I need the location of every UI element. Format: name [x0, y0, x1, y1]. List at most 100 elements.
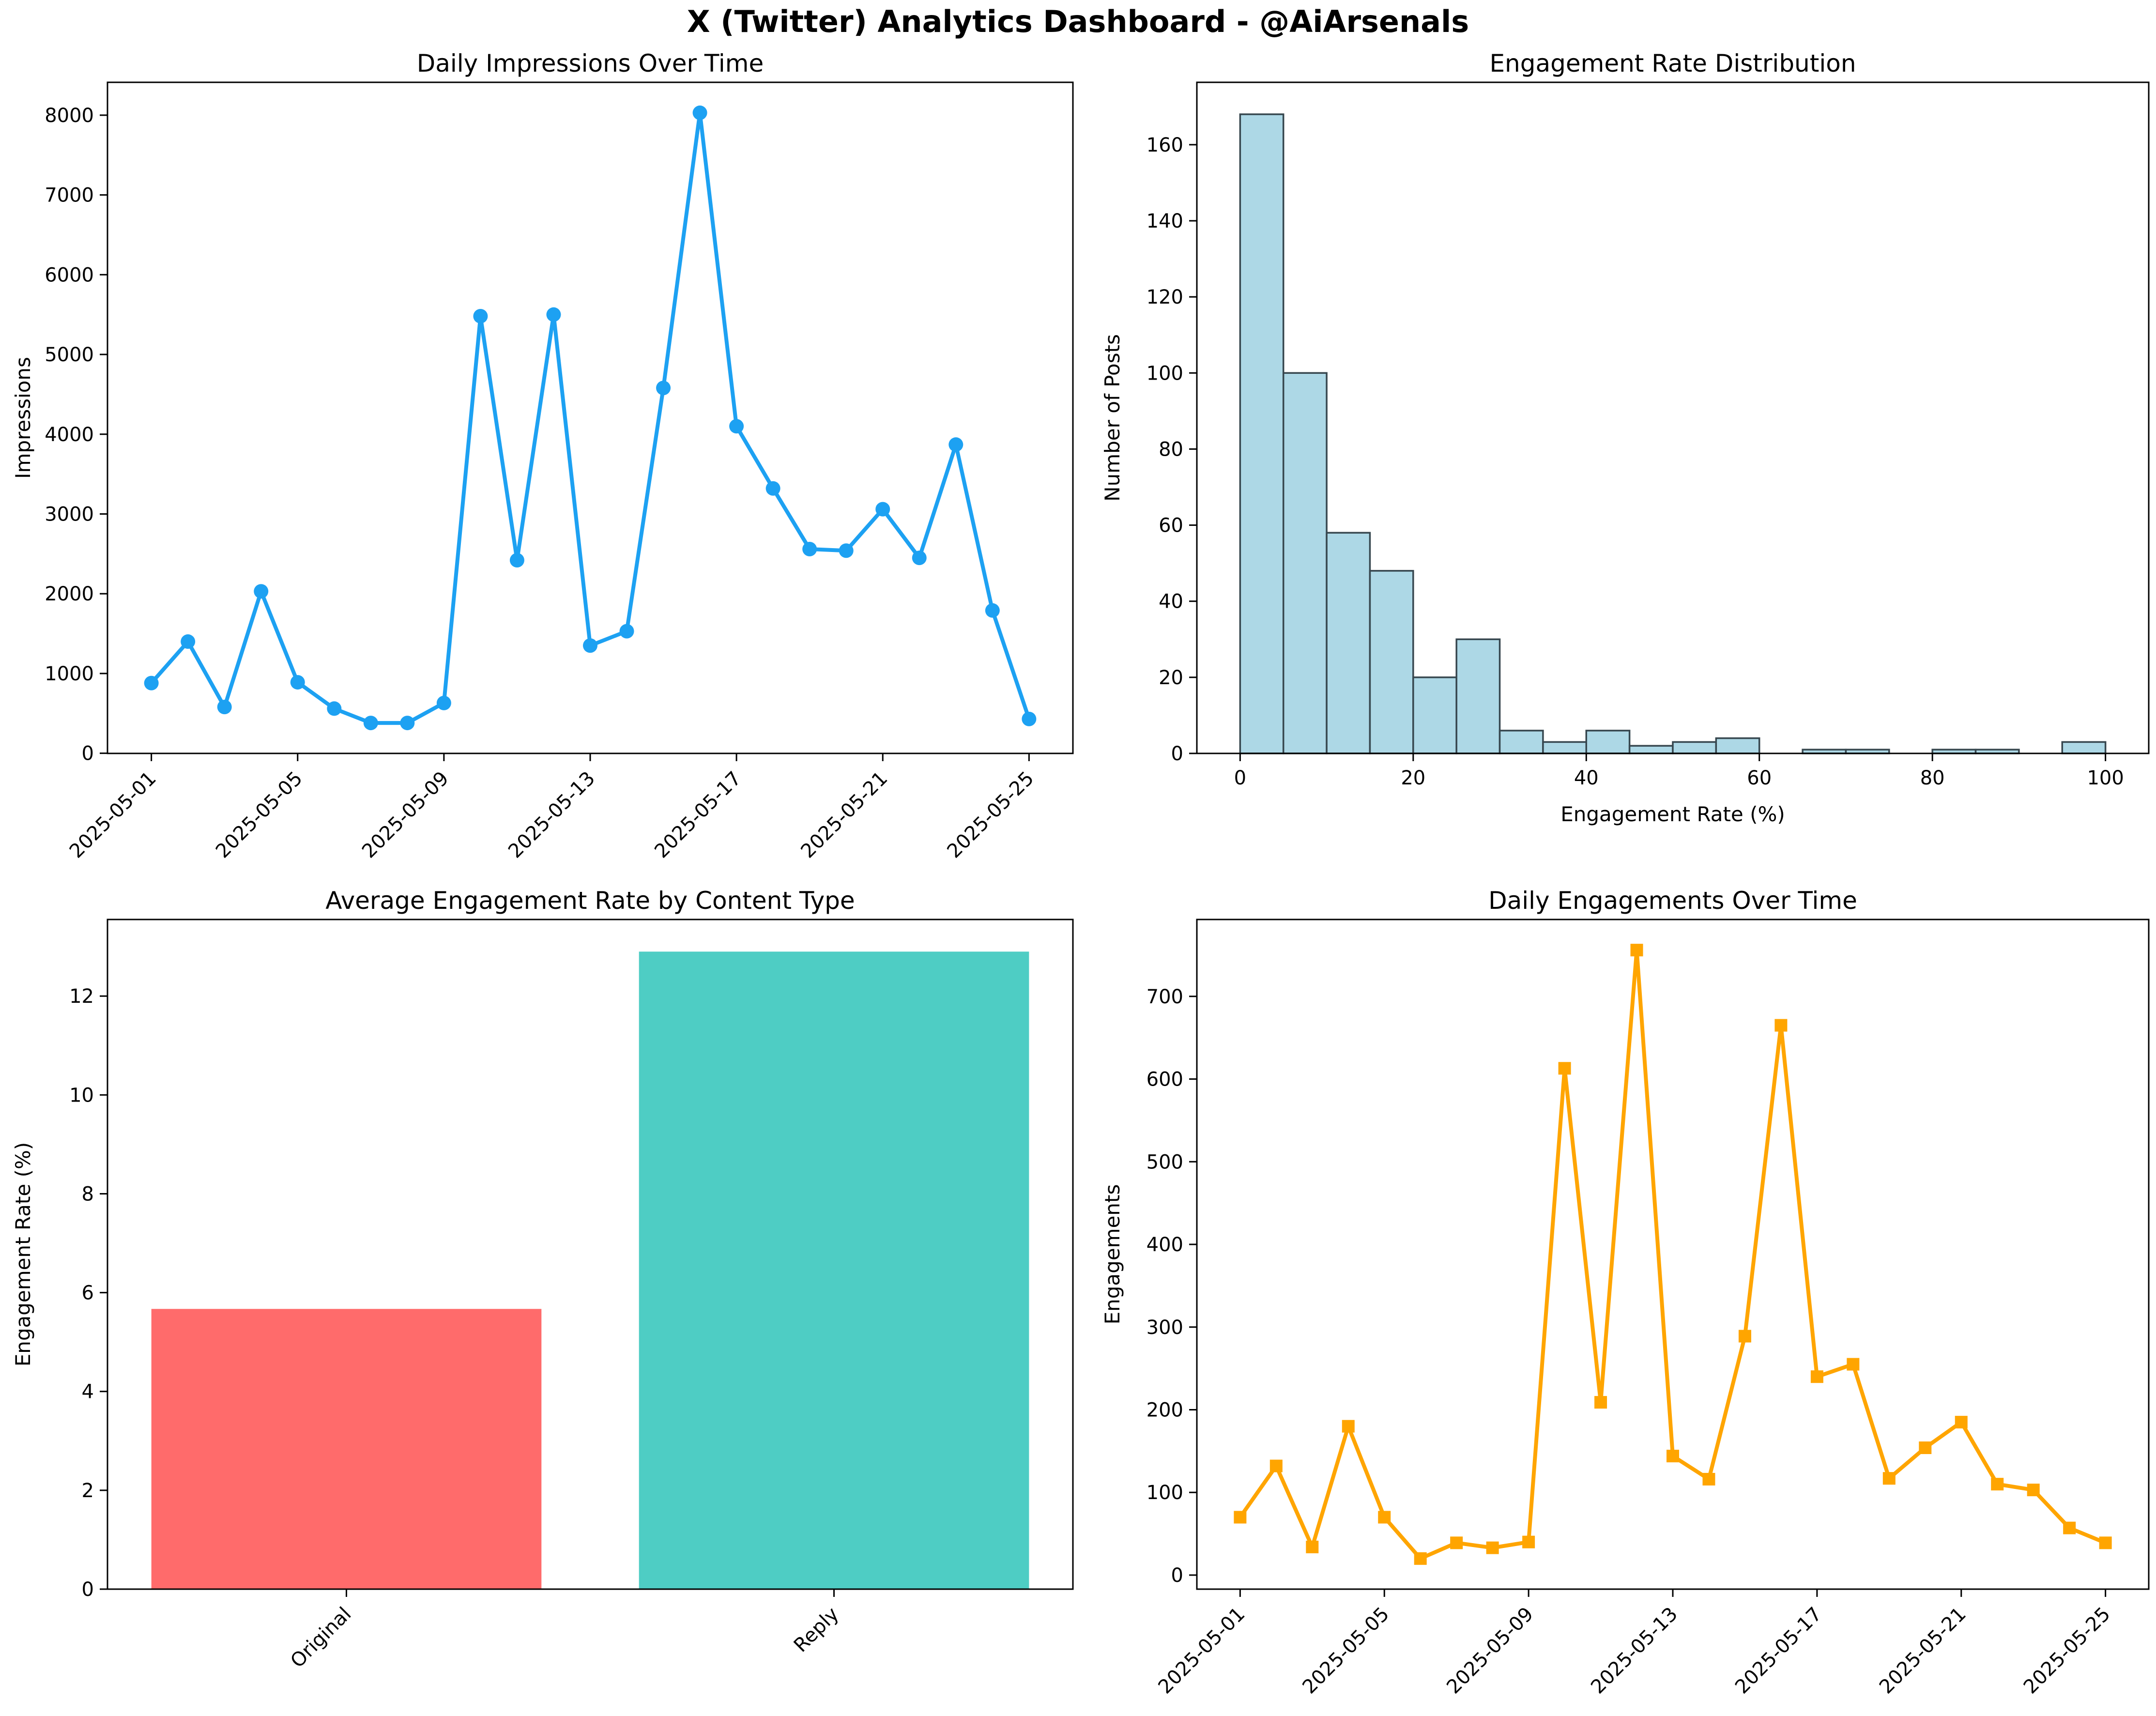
data-point-marker — [619, 624, 634, 639]
x-tick-label: 2025-05-17 — [650, 767, 746, 863]
engagements-chart: 0 100 200 300 400 500 600 700 Engagements Daily E… — [1101, 887, 2150, 1699]
x-tick-label: 0 — [1234, 767, 1246, 789]
x-tick-label: Reply — [790, 1603, 843, 1657]
y-tick-label: 5000 — [45, 344, 94, 366]
histogram-bar — [1282, 372, 1328, 754]
engagement_histogram-plot-frame — [1196, 81, 2150, 754]
x-tick-label: 2025-05-21 — [796, 767, 892, 863]
engagement_histogram-ylabel: Number of Posts — [1101, 334, 1124, 502]
engagements-chart-panel: 0 100 200 300 400 500 600 700 Engagements Daily E… — [1078, 858, 2156, 1716]
y-tick-label: 2000 — [45, 583, 94, 605]
data-point-marker — [1450, 1536, 1463, 1549]
impressions-title: Daily Impressions Over Time — [417, 49, 764, 77]
y-tick-label: 500 — [1147, 1151, 1183, 1173]
impressions-chart-panel: 0 1000 2000 3000 4000 5000 6000 7000 8000 Impress… — [0, 0, 1078, 862]
content_type-title: Average Engagement Rate by Content Type — [325, 887, 855, 915]
y-tick-label: 600 — [1147, 1069, 1183, 1091]
engagements-svg: 0 100 200 300 400 500 600 700 Engagements Daily E… — [1101, 887, 2150, 1699]
histogram-bar — [1585, 730, 1631, 754]
y-tick-label: 4000 — [45, 424, 94, 446]
data-point-marker — [2099, 1536, 2112, 1549]
engagements-title: Daily Engagements Over Time — [1488, 887, 1857, 915]
y-tick-label: 10 — [69, 1084, 94, 1106]
x-tick-label: 2025-05-09 — [1442, 1603, 1538, 1699]
data-point-marker — [1486, 1541, 1499, 1554]
data-point-marker — [1414, 1552, 1427, 1565]
x-tick-label: 2025-05-09 — [358, 767, 453, 863]
content_type-plot-frame — [107, 919, 1074, 1590]
y-tick-label: 40 — [1159, 591, 1183, 613]
data-point-marker — [1594, 1396, 1607, 1409]
data-point-marker — [473, 308, 488, 323]
data-point-marker — [290, 675, 305, 690]
y-tick-label: 300 — [1147, 1317, 1183, 1339]
data-point-marker — [363, 716, 378, 731]
data-point-marker — [1702, 1472, 1715, 1486]
data-point-marker — [144, 675, 159, 690]
histogram-bar — [1542, 741, 1588, 754]
y-tick-label: 80 — [1159, 438, 1183, 460]
y-tick-label: 4 — [82, 1381, 94, 1403]
y-tick-label: 160 — [1147, 134, 1183, 156]
dashboard-title: X (Twitter) Analytics Dashboard - @AiArs… — [687, 4, 1469, 39]
engagement_histogram-xlabel: Engagement Rate (%) — [1560, 802, 1785, 826]
data-point-marker — [1738, 1330, 1751, 1343]
data-point-marker — [985, 603, 1000, 618]
y-tick-label: 3000 — [45, 503, 94, 525]
data-point-marker — [948, 437, 963, 452]
y-tick-label: 0 — [82, 743, 94, 765]
impressions-chart: 0 1000 2000 3000 4000 5000 6000 7000 8000 Impress… — [11, 49, 1074, 863]
data-point-marker — [875, 502, 890, 517]
y-tick-label: 0 — [1171, 1564, 1183, 1587]
data-point-marker — [1919, 1441, 1932, 1455]
content_type-ylabel: Engagement Rate (%) — [11, 1142, 35, 1367]
data-point-marker — [1378, 1511, 1391, 1524]
y-tick-label: 0 — [1171, 743, 1183, 765]
y-tick-label: 12 — [69, 985, 94, 1008]
data-point-marker — [1667, 1450, 1679, 1463]
data-point-marker — [1234, 1511, 1247, 1524]
data-point-marker — [1342, 1420, 1355, 1433]
x-tick-label: 60 — [1747, 767, 1772, 789]
y-tick-label: 400 — [1147, 1234, 1183, 1256]
y-tick-label: 8000 — [45, 105, 94, 127]
data-point-marker — [436, 695, 451, 710]
impressions-ylabel: Impressions — [11, 357, 35, 479]
engagements-series-line — [1238, 948, 2108, 1561]
data-point-marker — [327, 701, 342, 716]
impressions-plot-frame — [107, 81, 1074, 754]
x-tick-label: 2025-05-25 — [2019, 1603, 2115, 1699]
x-tick-label: 40 — [1574, 767, 1599, 789]
engagement_histogram-svg: 0 20 40 60 80 100 120 140 160 Number of Posts Enga… — [1101, 49, 2150, 826]
content_type-chart: 0 2 4 6 8 10 12 Engagement Rate (%) Average Enga… — [11, 887, 1074, 1672]
data-point-marker — [656, 381, 671, 396]
content_type-svg: 0 2 4 6 8 10 12 Engagement Rate (%) Average Enga… — [11, 887, 1074, 1672]
y-tick-label: 100 — [1147, 1482, 1183, 1504]
data-point-marker — [546, 307, 561, 322]
data-point-marker — [217, 700, 232, 715]
data-point-marker — [2027, 1484, 2040, 1497]
y-tick-label: 1000 — [45, 663, 94, 685]
y-tick-label: 700 — [1147, 986, 1183, 1008]
x-tick-label: 2025-05-13 — [1587, 1603, 1682, 1699]
x-tick-label: 2025-05-01 — [65, 767, 161, 863]
data-point-marker — [400, 716, 415, 731]
histogram-bar — [1628, 745, 1674, 754]
data-point-marker — [1306, 1540, 1319, 1553]
data-point-marker — [583, 638, 597, 653]
y-tick-label: 0 — [82, 1578, 94, 1601]
histogram-bar — [2061, 741, 2107, 754]
data-point-marker — [254, 584, 269, 599]
y-tick-label: 8 — [82, 1183, 94, 1205]
data-point-marker — [802, 541, 817, 556]
bar-original — [151, 1309, 542, 1589]
y-tick-label: 200 — [1147, 1399, 1183, 1421]
y-tick-label: 100 — [1147, 362, 1183, 384]
y-tick-label: 2 — [82, 1480, 94, 1502]
content-type-chart-panel: 0 2 4 6 8 10 12 Engagement Rate (%) Average Enga… — [0, 858, 1078, 1716]
data-point-marker — [509, 553, 524, 568]
y-tick-label: 120 — [1147, 286, 1183, 308]
data-point-marker — [1810, 1370, 1823, 1383]
histogram-bar — [1715, 737, 1760, 754]
